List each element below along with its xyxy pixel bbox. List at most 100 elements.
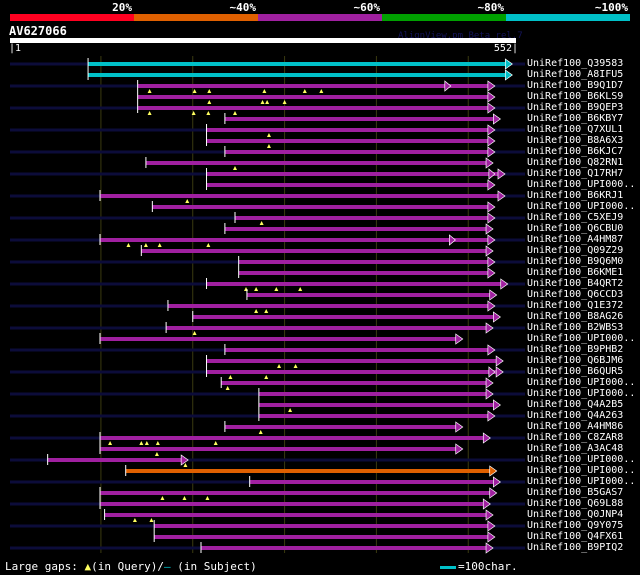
alignment-end-arrow-icon bbox=[493, 311, 501, 323]
hit-label[interactable]: UniRef100_B6KJC7 bbox=[527, 146, 624, 157]
query-gap-icon bbox=[185, 199, 190, 203]
alignment-bar bbox=[137, 95, 489, 99]
hit-label[interactable]: UniRef100_B6KBY7 bbox=[527, 113, 624, 124]
alignment-end-arrow-icon bbox=[493, 476, 501, 488]
hit-label[interactable]: UniRef100_UPI000.. bbox=[527, 201, 636, 212]
hit-label[interactable]: UniRef100_B6KRJ1 bbox=[527, 190, 624, 201]
query-gap-icon bbox=[265, 100, 270, 104]
query-gap-icon bbox=[157, 243, 162, 247]
query-gap-icon bbox=[254, 287, 259, 291]
alignment-bar bbox=[201, 546, 488, 550]
hit-label[interactable]: UniRef100_B9Q6M0 bbox=[527, 256, 624, 267]
hit-label[interactable]: UniRef100_A4HM87 bbox=[527, 234, 624, 245]
alignment-bar bbox=[88, 73, 507, 77]
hit-label[interactable]: UniRef100_A4HM86 bbox=[527, 421, 624, 432]
hit-label[interactable]: UniRef100_B8A6X3 bbox=[527, 135, 624, 146]
hit-label[interactable]: UniRef100_B9QEP3 bbox=[527, 102, 624, 113]
hit-label[interactable]: UniRef100_B5GAS7 bbox=[527, 487, 624, 498]
alignment-end-arrow-icon bbox=[504, 69, 513, 81]
hit-label[interactable]: UniRef100_UPI000.. bbox=[527, 454, 636, 465]
alignment-end-arrow-icon bbox=[489, 465, 498, 477]
query-gap-icon bbox=[282, 100, 287, 104]
hit-label[interactable]: UniRef100_Q0JNP4 bbox=[527, 509, 624, 520]
hit-label[interactable]: UniRef100_UPI000.. bbox=[527, 388, 636, 399]
query-gap-icon bbox=[254, 309, 259, 313]
hit-label[interactable]: UniRef100_B8AG26 bbox=[527, 311, 624, 322]
query-gap-icon bbox=[302, 89, 307, 93]
alignment-end-arrow-icon bbox=[444, 80, 452, 92]
scale-line-icon bbox=[440, 565, 456, 569]
hit-label[interactable]: UniRef100_B9PIQ2 bbox=[527, 542, 624, 553]
alignment-bar bbox=[238, 260, 489, 264]
hit-label[interactable]: UniRef100_B9Q1D7 bbox=[527, 80, 624, 91]
hit-label[interactable]: UniRef100_Q4FX61 bbox=[527, 531, 624, 542]
alignment-bar bbox=[246, 293, 491, 297]
hit-label[interactable]: UniRef100_Q6CBU0 bbox=[527, 223, 624, 234]
alignment-end-arrow-icon bbox=[487, 267, 496, 279]
query-gap-icon bbox=[160, 496, 165, 500]
alignment-end-arrow-icon bbox=[485, 157, 494, 169]
alignment-end-arrow-icon bbox=[485, 322, 494, 334]
hit-label[interactable]: UniRef100_Q17RH7 bbox=[527, 168, 624, 179]
hit-label[interactable]: UniRef100_Q1E372 bbox=[527, 300, 624, 311]
identity-percent-label: ~40% bbox=[229, 1, 257, 14]
hit-label[interactable]: UniRef100_UPI000.. bbox=[527, 333, 636, 344]
alignment-end-arrow-icon bbox=[455, 333, 464, 345]
query-gap-icon bbox=[182, 496, 187, 500]
alignment-end-arrow-icon bbox=[487, 146, 496, 158]
hit-label[interactable]: UniRef100_C8ZAR8 bbox=[527, 432, 624, 443]
hit-label[interactable]: UniRef100_UPI000.. bbox=[527, 377, 636, 388]
query-gap-icon bbox=[144, 441, 149, 445]
query-gap-icon bbox=[225, 386, 230, 390]
scale-legend: =100char. bbox=[440, 560, 518, 573]
alignment-end-arrow-icon bbox=[485, 377, 494, 389]
hit-label[interactable]: UniRef100_UPI000.. bbox=[527, 465, 636, 476]
alignment-bar bbox=[104, 513, 488, 517]
footer-subject-text: (in Subject) bbox=[170, 560, 257, 573]
identity-percent-label: ~100% bbox=[594, 1, 628, 14]
query-gap-icon bbox=[232, 166, 237, 170]
hit-label[interactable]: UniRef100_UPI000.. bbox=[527, 476, 636, 487]
alignment-end-arrow-icon bbox=[500, 278, 509, 290]
hit-label[interactable]: UniRef100_Q9Y075 bbox=[527, 520, 624, 531]
hit-label[interactable]: UniRef100_Q6BJM6 bbox=[527, 355, 624, 366]
hit-label[interactable]: UniRef100_Q4A263 bbox=[527, 410, 624, 421]
alignment-end-arrow-icon bbox=[455, 443, 464, 455]
query-bar bbox=[10, 38, 516, 43]
hit-label[interactable]: UniRef100_Q09Z29 bbox=[527, 245, 624, 256]
hit-label[interactable]: UniRef100_Q82RN1 bbox=[527, 157, 624, 168]
alignment-bar bbox=[88, 62, 507, 66]
hit-label[interactable]: UniRef100_B9PHB2 bbox=[527, 344, 624, 355]
query-gap-icon bbox=[274, 287, 279, 291]
alignment-end-arrow-icon bbox=[482, 498, 491, 510]
hit-label[interactable]: UniRef100_Q69L88 bbox=[527, 498, 624, 509]
hit-label[interactable]: UniRef100_Q39583 bbox=[527, 58, 624, 69]
hit-label[interactable]: UniRef100_Q6CCD3 bbox=[527, 289, 624, 300]
alignment-bar bbox=[152, 205, 489, 209]
alignment-bar bbox=[137, 84, 489, 88]
query-gap-icon bbox=[277, 364, 282, 368]
query-name: AV627066 bbox=[9, 24, 67, 38]
hit-label[interactable]: UniRef100_A8IFU5 bbox=[527, 69, 624, 80]
alignment-bar bbox=[137, 106, 489, 110]
hit-label[interactable]: UniRef100_B6KME1 bbox=[527, 267, 624, 278]
hit-label[interactable]: UniRef100_B6QUR5 bbox=[527, 366, 624, 377]
query-gap-icon bbox=[207, 89, 212, 93]
hit-label[interactable]: UniRef100_B6KLS9 bbox=[527, 91, 624, 102]
alignment-end-arrow-icon bbox=[487, 212, 496, 224]
query-gap-icon bbox=[266, 133, 271, 137]
hit-label[interactable]: UniRef100_Q4A2B5 bbox=[527, 399, 624, 410]
hit-label[interactable]: UniRef100_C5XEJ9 bbox=[527, 212, 624, 223]
alignment-end-arrow-icon bbox=[485, 245, 494, 257]
hit-label[interactable]: UniRef100_Q7XUL1 bbox=[527, 124, 624, 135]
hit-label[interactable]: UniRef100_UPI000.. bbox=[527, 179, 636, 190]
alignment-bar bbox=[167, 304, 489, 308]
hit-label[interactable]: UniRef100_B2WBS3 bbox=[527, 322, 624, 333]
query-gap-icon bbox=[139, 441, 144, 445]
query-gap-icon bbox=[264, 375, 269, 379]
alignment-bar bbox=[99, 436, 485, 440]
hit-label[interactable]: UniRef100_A3AC48 bbox=[527, 443, 624, 454]
query-gap-icon bbox=[132, 518, 137, 522]
hit-label[interactable]: UniRef100_B4QRT2 bbox=[527, 278, 624, 289]
